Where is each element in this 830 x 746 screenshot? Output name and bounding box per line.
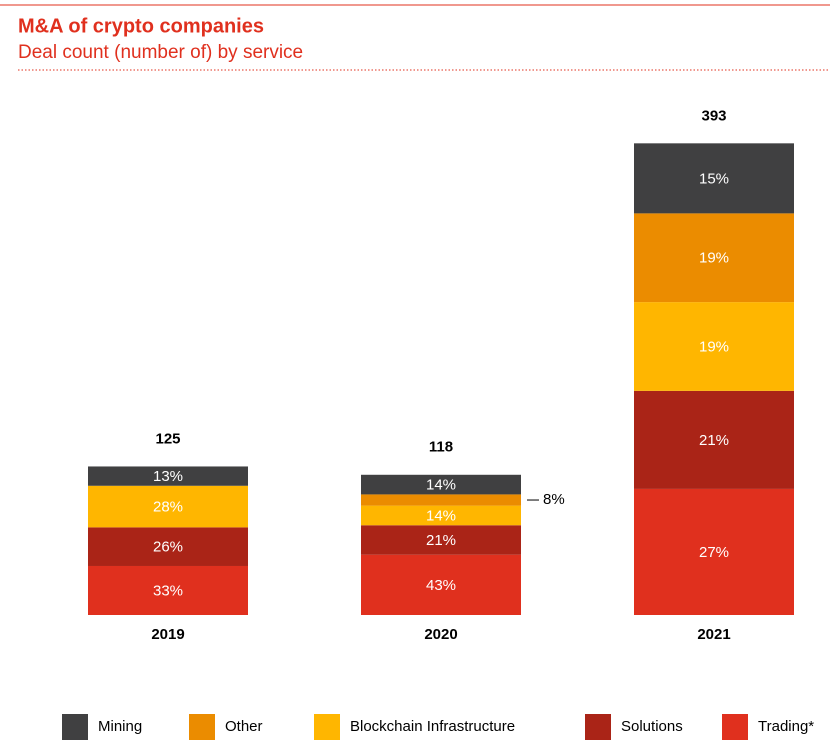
legend-label: Other [225, 718, 263, 735]
bar-segment [361, 554, 521, 615]
bar-segment [361, 474, 521, 495]
bar-segment [361, 525, 521, 555]
chart-subtitle: Deal count (number of) by service [18, 42, 303, 63]
data-label: 14% [426, 507, 456, 524]
bar-segment [361, 494, 521, 506]
bar-segment [634, 390, 794, 489]
data-label: 27% [699, 544, 729, 561]
total-label: 118 [429, 439, 453, 456]
legend-label: Mining [98, 718, 142, 735]
legend-swatch [189, 714, 215, 740]
legend-swatch [314, 714, 340, 740]
legend-swatch [722, 714, 748, 740]
data-label: 13% [153, 468, 183, 485]
data-label: 14% [426, 477, 456, 494]
legend-label: Blockchain Infrastructure [350, 718, 515, 735]
bar-segment [634, 143, 794, 214]
bar-segment [634, 213, 794, 303]
x-tick-label: 2021 [697, 626, 730, 643]
x-tick-label: 2019 [151, 626, 184, 643]
x-tick-label: 2020 [424, 626, 457, 643]
bar-segment [88, 466, 248, 486]
legend-swatch [62, 714, 88, 740]
bar-segment [88, 565, 248, 615]
data-label: 8% [543, 491, 565, 508]
data-label: 19% [699, 338, 729, 355]
total-label: 125 [155, 430, 180, 447]
data-label: 21% [426, 532, 456, 549]
bar-segment [361, 505, 521, 526]
data-label: 43% [426, 577, 456, 594]
bar-segment [634, 488, 794, 615]
data-label: 28% [153, 499, 183, 516]
legend-label: Trading* [758, 718, 814, 735]
data-label: 21% [699, 432, 729, 449]
data-label: 26% [153, 539, 183, 556]
total-label: 393 [701, 107, 726, 124]
chart-title: M&A of crypto companies [18, 15, 264, 37]
bar-segment [634, 302, 794, 391]
bar-segment [88, 485, 248, 528]
data-label: 15% [699, 170, 729, 187]
data-label: 33% [153, 582, 183, 599]
bar-segment [88, 527, 248, 566]
data-label: 19% [699, 250, 729, 267]
legend-label: Solutions [621, 718, 683, 735]
legend-swatch [585, 714, 611, 740]
